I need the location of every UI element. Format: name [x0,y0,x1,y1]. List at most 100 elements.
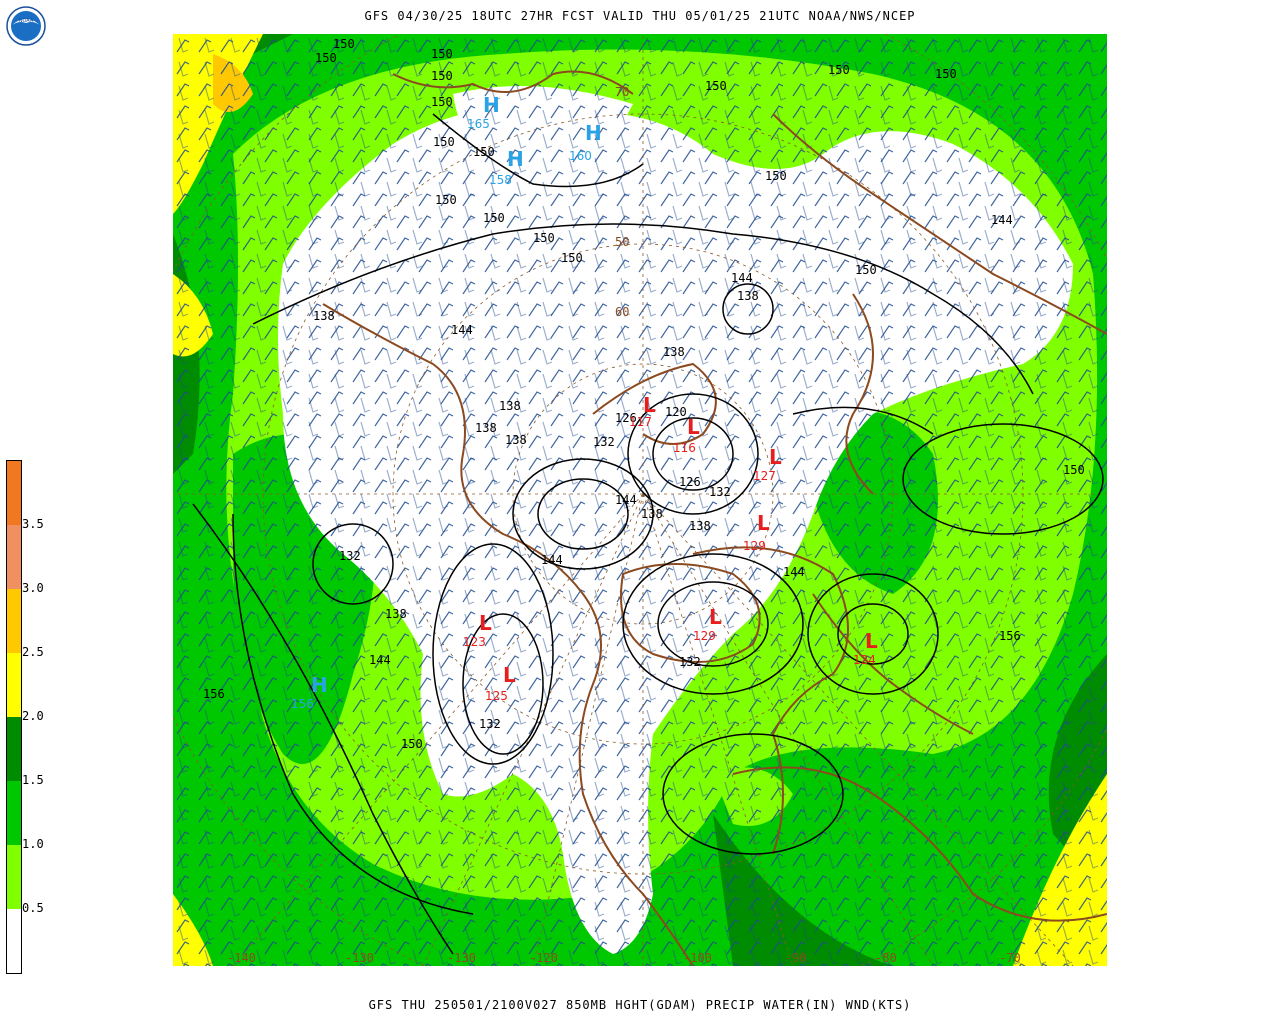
high-value: 165 [467,117,490,131]
low-value: 127 [753,469,776,483]
contour-label: 150 [401,737,423,751]
contour-label: 150 [431,47,453,61]
high-letter: H [585,121,602,145]
contour-label: 150 [533,231,555,245]
contour-label: 156 [203,687,225,701]
contour-label: 144 [991,213,1013,227]
coastlines [322,70,1107,966]
contour-label: 126 [615,411,637,425]
contour-label: 150 [473,145,495,159]
legend-band-yellow [7,653,21,717]
low-letter: L [643,393,656,417]
svg-text:NOAA: NOAA [19,18,34,24]
contour-label: 150 [828,63,850,77]
low-value: 129 [743,539,766,553]
contour-label: 150 [935,67,957,81]
longitude-label: -130 [447,951,476,965]
contour-label: 144 [615,493,637,507]
low-letter: L [757,511,770,535]
legend-label: 1.5 [22,773,44,787]
low-letter: L [865,629,878,653]
contour-label: 132 [339,549,361,563]
contour-label: 144 [369,653,391,667]
contour-label: 138 [689,519,711,533]
contour-label: 138 [505,433,527,447]
legend-label: 1.0 [22,837,44,851]
contour-label: 138 [475,421,497,435]
weather-map: 150 150 150 150 150 150 150 150 150 150 … [173,34,1107,966]
legend-label: 3.5 [22,517,44,531]
high-letter: H [311,673,328,697]
contour-label: 150 [315,51,337,65]
legend-band-orange [7,461,21,525]
top-title: GFS 04/30/25 18UTC 27HR FCST VALID THU 0… [364,9,916,23]
low-letter: L [503,663,516,687]
legend-label: 0.5 [22,901,44,915]
legend-band-white [7,909,21,973]
low-value: 124 [853,653,876,667]
contour-label: 138 [385,607,407,621]
contour-label: 144 [451,323,473,337]
low-value: 125 [485,689,508,703]
contour-label: 132 [593,435,615,449]
contour-label: 150 [855,263,877,277]
graticule-labels: -140 -130 -130 -120 -100 -90 -80 -70 50 … [227,85,1021,965]
contour-label: 132 [479,717,501,731]
contour-label: 150 [483,211,505,225]
contour-label: 150 [705,79,727,93]
contour-label: 138 [499,399,521,413]
low-letter: L [709,605,722,629]
legend-band-dark-green [7,717,21,781]
latitude-label: 50 [615,235,629,249]
contour-label: 150 [333,37,355,51]
low-centers: L 117 L 116 L 127 L 129 L 123 L 125 L 12… [463,393,878,703]
legend-label: 2.5 [22,645,44,659]
legend-label: 3.0 [22,581,44,595]
low-value: 123 [463,635,486,649]
high-letter: H [507,147,524,171]
contour-label: 144 [731,271,753,285]
low-letter: L [769,445,782,469]
contour-label: 138 [663,345,685,359]
longitude-label: -130 [345,951,374,965]
bottom-title: GFS THU 250501/2100V027 850MB HGHT(GDAM)… [368,998,912,1012]
contour-label: 150 [561,251,583,265]
legend-label: 2.0 [22,709,44,723]
contour-label: 132 [709,485,731,499]
noaa-logo-icon: NOAA [6,6,46,46]
precip-legend [6,460,22,974]
contour-label: 156 [999,629,1021,643]
high-letter: H [483,93,500,117]
latitude-label: 60 [615,305,629,319]
latitude-label: 70 [615,85,629,99]
contour-label: 144 [541,553,563,567]
longitude-label: -80 [875,951,897,965]
contour-label: 150 [433,135,455,149]
longitude-label: -90 [785,951,807,965]
legend-band-gold [7,589,21,653]
legend-band-lime [7,845,21,909]
contour-label: 120 [665,405,687,419]
contour-label: 132 [679,655,701,669]
contour-label-group: 150 150 150 150 150 150 150 150 150 150 … [203,37,1085,751]
contour-label: 126 [679,475,701,489]
height-contours [192,113,1104,955]
contour-label: 150 [431,95,453,109]
contour-label: 150 [1063,463,1085,477]
low-value: 129 [693,629,716,643]
contour-label: 150 [765,169,787,183]
high-value: 156 [291,697,314,711]
contour-label: 138 [313,309,335,323]
contour-label: 144 [783,565,805,579]
legend-band-green [7,781,21,845]
high-value: 160 [569,149,592,163]
low-value: 116 [673,441,696,455]
contour-label: 138 [737,289,759,303]
high-centers: H 156 H 165 H 158 H 160 [291,93,602,711]
contour-label: 150 [431,69,453,83]
low-value: 117 [629,415,652,429]
longitude-label: -100 [683,951,712,965]
longitude-label: -70 [999,951,1021,965]
contour-label: 150 [435,193,457,207]
legend-band-salmon [7,525,21,589]
